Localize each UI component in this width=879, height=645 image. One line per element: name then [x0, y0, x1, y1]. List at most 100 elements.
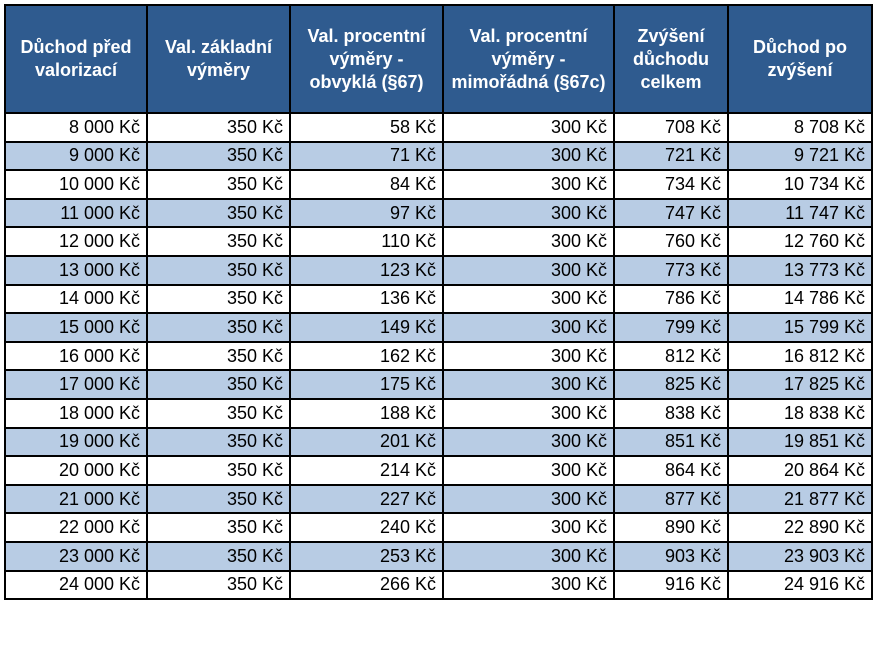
table-cell: 58 Kč — [289, 112, 444, 143]
table-row: 8 000 Kč 350 Kč 58 Kč 300 Kč 708 Kč 8 708 Kč — [4, 112, 873, 143]
table-cell: 300 Kč — [442, 140, 615, 172]
table-cell: 19 000 Kč — [4, 426, 148, 458]
table-cell: 110 Kč — [289, 226, 444, 257]
table-cell: 23 903 Kč — [727, 540, 873, 572]
table-cell: 162 Kč — [289, 340, 444, 372]
table-cell: 350 Kč — [146, 226, 291, 257]
table-cell: 17 825 Kč — [727, 369, 873, 400]
table-cell: 350 Kč — [146, 312, 291, 343]
table-row: 9 000 Kč 350 Kč 71 Kč 300 Kč 721 Kč 9 721 Kč — [4, 140, 873, 172]
table-cell: 9 000 Kč — [4, 140, 148, 172]
table-cell: 300 Kč — [442, 540, 615, 572]
table-cell: 300 Kč — [442, 226, 615, 257]
table-cell: 300 Kč — [442, 112, 615, 143]
table-cell: 350 Kč — [146, 426, 291, 458]
column-header: Zvýšení důchodu celkem — [613, 4, 729, 114]
table-cell: 24 000 Kč — [4, 569, 148, 601]
table-cell: 799 Kč — [613, 312, 729, 343]
column-header: Důchod po zvýšení — [727, 4, 873, 114]
table-cell: 24 916 Kč — [727, 569, 873, 601]
table-cell: 812 Kč — [613, 340, 729, 372]
table-cell: 773 Kč — [613, 254, 729, 286]
table-cell: 300 Kč — [442, 397, 615, 429]
table-cell: 350 Kč — [146, 512, 291, 543]
table-cell: 17 000 Kč — [4, 369, 148, 400]
table-cell: 903 Kč — [613, 540, 729, 572]
table-cell: 136 Kč — [289, 283, 444, 315]
table-cell: 10 000 Kč — [4, 169, 148, 200]
table-row: 24 000 Kč 350 Kč 266 Kč 300 Kč 916 Kč 24 916 … — [4, 569, 873, 601]
table-cell: 13 000 Kč — [4, 254, 148, 286]
table-cell: 18 000 Kč — [4, 397, 148, 429]
table-cell: 14 786 Kč — [727, 283, 873, 315]
table-cell: 16 812 Kč — [727, 340, 873, 372]
table-cell: 721 Kč — [613, 140, 729, 172]
table-cell: 22 890 Kč — [727, 512, 873, 543]
table-cell: 300 Kč — [442, 197, 615, 229]
table-cell: 13 773 Kč — [727, 254, 873, 286]
table-cell: 734 Kč — [613, 169, 729, 200]
table-cell: 14 000 Kč — [4, 283, 148, 315]
table-cell: 21 000 Kč — [4, 483, 148, 515]
table-cell: 708 Kč — [613, 112, 729, 143]
table-cell: 350 Kč — [146, 483, 291, 515]
table-cell: 350 Kč — [146, 254, 291, 286]
table-cell: 15 799 Kč — [727, 312, 873, 343]
table-cell: 838 Kč — [613, 397, 729, 429]
table-cell: 16 000 Kč — [4, 340, 148, 372]
table-row: 23 000 Kč 350 Kč 253 Kč 300 Kč 903 Kč 23 903 … — [4, 540, 873, 572]
table-cell: 300 Kč — [442, 254, 615, 286]
table-cell: 890 Kč — [613, 512, 729, 543]
table-cell: 18 838 Kč — [727, 397, 873, 429]
table-cell: 20 000 Kč — [4, 455, 148, 486]
table-cell: 350 Kč — [146, 455, 291, 486]
table-cell: 214 Kč — [289, 455, 444, 486]
table-cell: 747 Kč — [613, 197, 729, 229]
table-cell: 786 Kč — [613, 283, 729, 315]
table-cell: 350 Kč — [146, 369, 291, 400]
table-cell: 71 Kč — [289, 140, 444, 172]
table-row: 18 000 Kč 350 Kč 188 Kč 300 Kč 838 Kč 18 838 … — [4, 397, 873, 429]
table-row: 16 000 Kč 350 Kč 162 Kč 300 Kč 812 Kč 16 812 … — [4, 340, 873, 372]
table-cell: 300 Kč — [442, 340, 615, 372]
table-cell: 253 Kč — [289, 540, 444, 572]
table-cell: 350 Kč — [146, 169, 291, 200]
table-row: 15 000 Kč 350 Kč 149 Kč 300 Kč 799 Kč 15 799 … — [4, 312, 873, 343]
table-cell: 916 Kč — [613, 569, 729, 601]
table-cell: 300 Kč — [442, 312, 615, 343]
table-cell: 240 Kč — [289, 512, 444, 543]
table-cell: 300 Kč — [442, 512, 615, 543]
column-header: Val. procentní výměry - mimořádná (§67c) — [442, 4, 615, 114]
table-cell: 84 Kč — [289, 169, 444, 200]
column-header: Val. základní výměry — [146, 4, 291, 114]
table-cell: 12 760 Kč — [727, 226, 873, 257]
table-cell: 825 Kč — [613, 369, 729, 400]
table-cell: 227 Kč — [289, 483, 444, 515]
table-cell: 300 Kč — [442, 369, 615, 400]
table-cell: 8 000 Kč — [4, 112, 148, 143]
table-cell: 350 Kč — [146, 140, 291, 172]
table-cell: 300 Kč — [442, 169, 615, 200]
table-cell: 15 000 Kč — [4, 312, 148, 343]
header-row: Důchod před valorizací Val. základní výmě… — [4, 4, 873, 114]
table-cell: 11 747 Kč — [727, 197, 873, 229]
table-body: 8 000 Kč 350 Kč 58 Kč 300 Kč 708 Kč 8 708 Kč 9… — [4, 112, 873, 601]
table-cell: 8 708 Kč — [727, 112, 873, 143]
table-cell: 188 Kč — [289, 397, 444, 429]
table-cell: 201 Kč — [289, 426, 444, 458]
table-cell: 97 Kč — [289, 197, 444, 229]
table-row: 14 000 Kč 350 Kč 136 Kč 300 Kč 786 Kč 14 786 … — [4, 283, 873, 315]
table-cell: 21 877 Kč — [727, 483, 873, 515]
table-cell: 12 000 Kč — [4, 226, 148, 257]
table-cell: 300 Kč — [442, 483, 615, 515]
table-cell: 350 Kč — [146, 540, 291, 572]
column-header: Val. procentní výměry - obvyklá (§67) — [289, 4, 444, 114]
table-cell: 350 Kč — [146, 283, 291, 315]
table-cell: 22 000 Kč — [4, 512, 148, 543]
table-cell: 149 Kč — [289, 312, 444, 343]
table-cell: 851 Kč — [613, 426, 729, 458]
table-cell: 19 851 Kč — [727, 426, 873, 458]
table-cell: 864 Kč — [613, 455, 729, 486]
table-cell: 300 Kč — [442, 426, 615, 458]
